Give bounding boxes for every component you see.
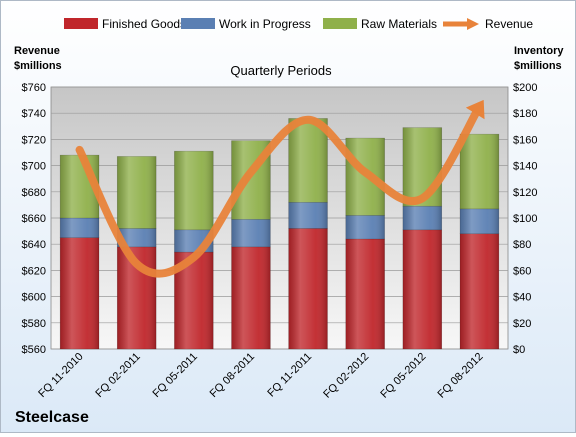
- legend-item-raw-materials: Raw Materials: [323, 17, 437, 31]
- bar-work-in-progress-shading: [60, 218, 99, 238]
- bar-work-in-progress-shading: [117, 228, 157, 247]
- legend-item-work-in-progress: Work in Progress: [181, 17, 311, 31]
- right-tick-label: $200: [513, 82, 537, 94]
- bar-raw-materials-shading: [174, 151, 214, 230]
- legend-swatch-work-in-progress: [181, 18, 215, 29]
- bar-finished-goods-shading: [402, 229, 442, 349]
- chart-title: Quarterly Periods: [230, 63, 332, 78]
- left-tick-label: $700: [22, 161, 46, 173]
- right-tick-label: $20: [513, 318, 531, 330]
- right-tick-label: $180: [513, 108, 537, 120]
- legend-label-revenue: Revenue: [485, 17, 533, 31]
- left-tick-label: $640: [22, 239, 46, 251]
- right-tick-label: $100: [513, 213, 537, 225]
- bar-work-in-progress-shading: [231, 219, 271, 247]
- right-tick-label: $80: [513, 239, 531, 251]
- x-tick-label: FQ 02-2011: [93, 351, 142, 400]
- revenue-line-path: [75, 102, 484, 278]
- left-tick-label: $740: [22, 108, 46, 120]
- right-tick-label: $60: [513, 265, 531, 277]
- left-axis-title-line2: $millions: [14, 60, 62, 72]
- left-axis-ticks: $560 $580 $600 $620 $640 $660 $680 $700 $720 $740…: [22, 82, 46, 356]
- right-tick-label: $40: [513, 292, 531, 304]
- left-tick-label: $620: [22, 265, 46, 277]
- left-tick-label: $720: [22, 134, 46, 146]
- revenue-line: [75, 99, 485, 278]
- bar-work-in-progress-shading: [460, 208, 499, 234]
- left-tick-label: $600: [22, 292, 46, 304]
- x-tick-label: FQ 02-2012: [321, 351, 371, 401]
- right-axis-title-line2: $millions: [514, 60, 562, 72]
- left-tick-label: $660: [22, 213, 46, 225]
- legend-swatch-raw-materials: [323, 18, 357, 29]
- right-axis-title-line1: Inventory: [514, 45, 564, 57]
- right-tick-label: $140: [513, 161, 537, 173]
- legend: Finished Goods Work in Progress Raw Mate…: [64, 17, 533, 31]
- x-tick-label: FQ 11-2010: [36, 351, 85, 400]
- company-name: Steelcase: [15, 409, 89, 426]
- bar-finished-goods-shading: [231, 246, 271, 349]
- right-tick-label: $160: [513, 134, 537, 146]
- bar-raw-materials-shading: [402, 127, 442, 207]
- left-tick-label: $560: [22, 344, 46, 356]
- left-tick-label: $680: [22, 187, 46, 199]
- bar-finished-goods-shading: [460, 233, 499, 349]
- legend-arrowhead-revenue: [467, 18, 479, 30]
- legend-item-revenue: Revenue: [443, 17, 533, 31]
- left-tick-label: $760: [22, 82, 46, 94]
- bar-work-in-progress-shading: [345, 215, 385, 239]
- x-tick-label: FQ 08-2011: [208, 351, 257, 400]
- legend-label-finished-goods: Finished Goods: [102, 17, 186, 31]
- x-axis-ticks: FQ 11-2010 FQ 02-2011 FQ 05-2011 FQ 08-2011…: [36, 351, 485, 401]
- legend-item-finished-goods: Finished Goods: [64, 17, 186, 31]
- bar-finished-goods-shading: [288, 228, 328, 349]
- x-tick-label: FQ 08-2012: [436, 351, 486, 401]
- x-tick-label: FQ 11-2011: [265, 351, 314, 400]
- bar-work-in-progress-shading: [288, 202, 328, 229]
- bar-raw-materials-shading: [460, 134, 499, 209]
- left-tick-label: $580: [22, 318, 46, 330]
- revenue-arrowhead: [465, 99, 485, 120]
- legend-label-work-in-progress: Work in Progress: [219, 17, 311, 31]
- bars: [59, 118, 500, 350]
- bar-raw-materials-shading: [117, 156, 157, 229]
- x-tick-label: FQ 05-2012: [378, 351, 428, 401]
- bar-finished-goods-shading: [60, 237, 99, 349]
- legend-swatch-finished-goods: [64, 18, 98, 29]
- bar-finished-goods-shading: [345, 238, 385, 349]
- left-axis-title-line1: Revenue: [14, 45, 60, 57]
- right-tick-label: $0: [513, 344, 525, 356]
- legend-label-raw-materials: Raw Materials: [361, 17, 437, 31]
- right-tick-label: $120: [513, 187, 537, 199]
- right-axis-ticks: $0 $20 $40 $60 $80 $100 $120 $140 $160 $180 $200: [513, 82, 537, 356]
- bar-work-in-progress-shading: [402, 206, 442, 230]
- x-tick-label: FQ 05-2011: [151, 351, 200, 400]
- bar-raw-materials-shading: [288, 118, 328, 203]
